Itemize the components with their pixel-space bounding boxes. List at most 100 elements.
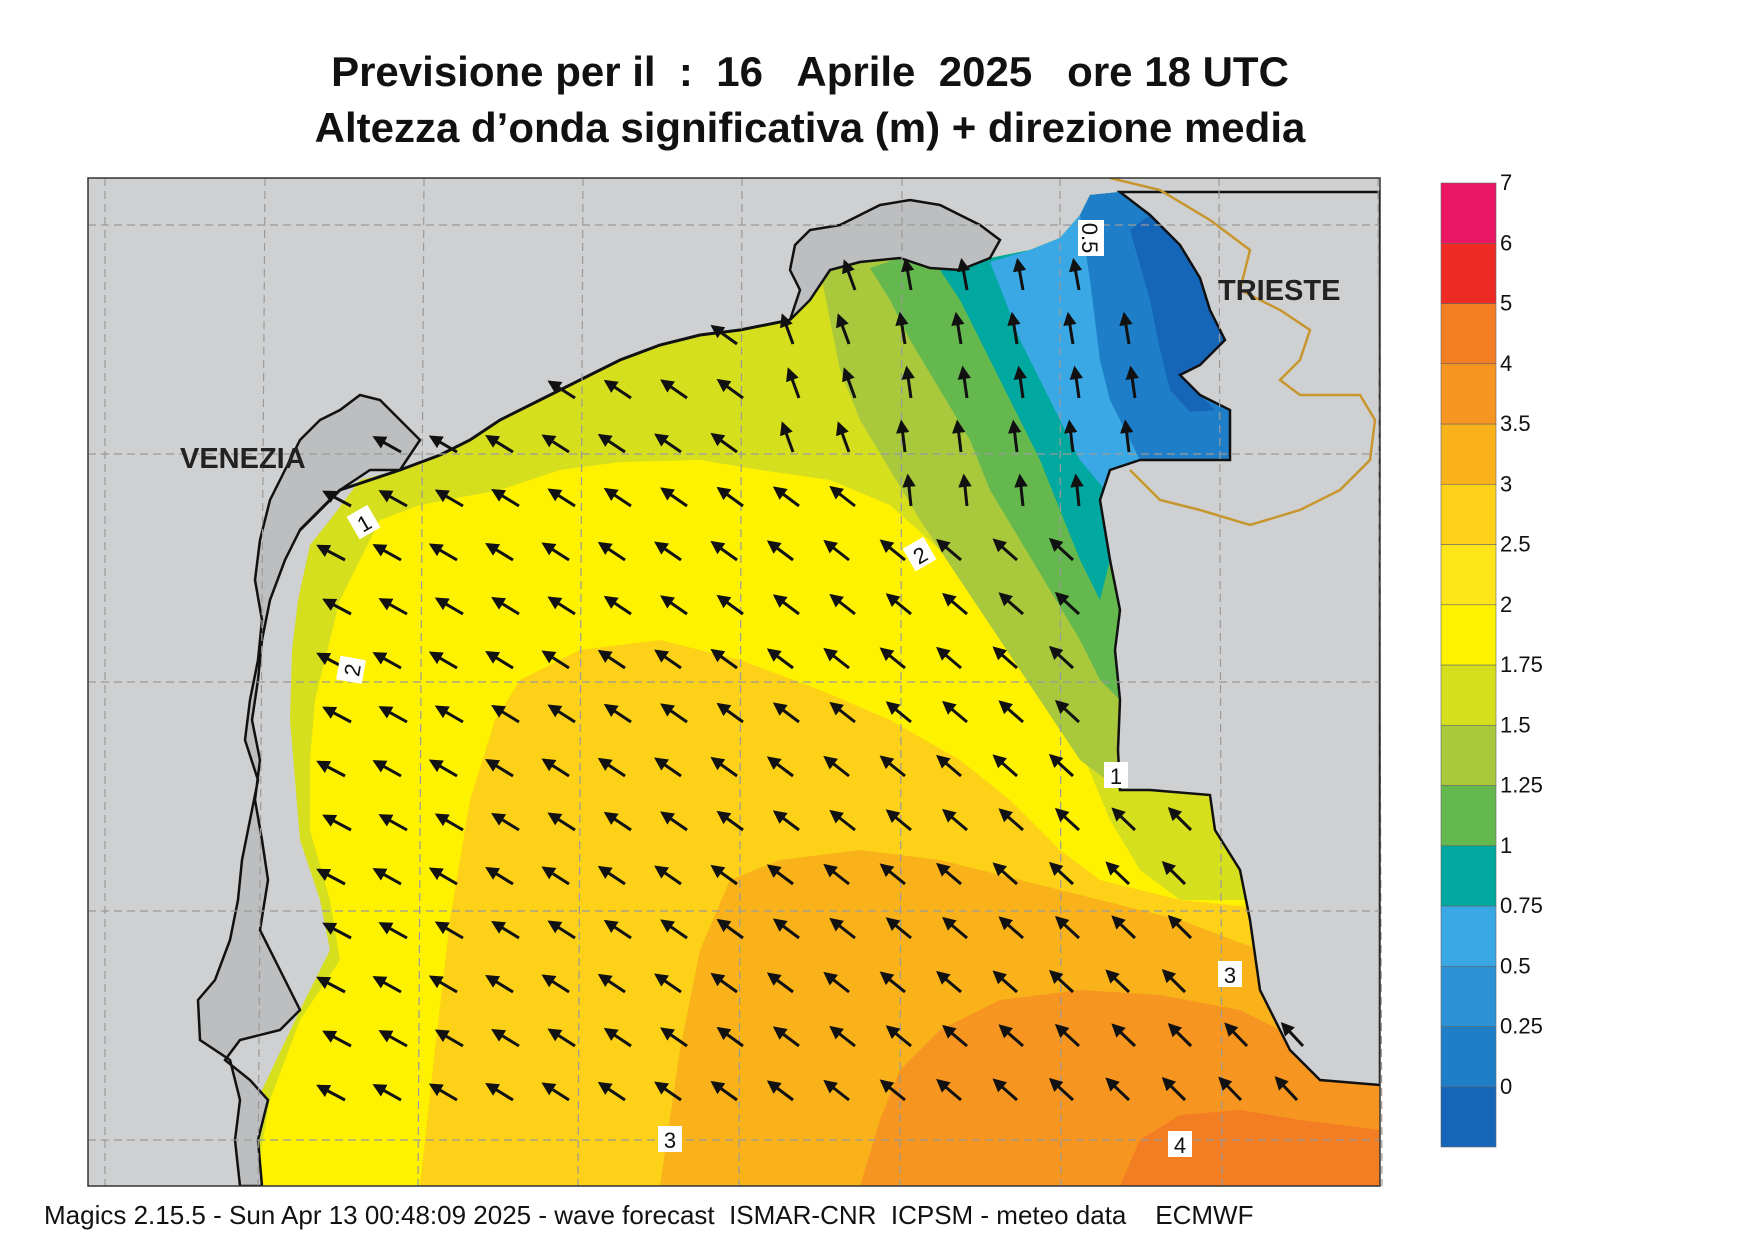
wave-arrow: [1105, 969, 1131, 994]
wave-arrow: [879, 647, 906, 670]
wave-arrow: [823, 539, 850, 562]
wave-arrow: [772, 1026, 800, 1048]
wave-arrow: [766, 1080, 794, 1102]
contour-label: 4: [1174, 1133, 1186, 1158]
wave-arrow: [491, 596, 520, 616]
legend-tick-label: 4: [1500, 351, 1512, 376]
zone-4-plus: [1120, 1110, 1380, 1186]
wave-arrow: [372, 1084, 402, 1102]
wave-arrow: [547, 920, 576, 940]
wave-arrow: [1167, 806, 1193, 832]
wave-arrow: [491, 488, 520, 508]
wave-arrow: [541, 434, 570, 454]
wave-arrow: [772, 594, 800, 616]
legend-swatch: [1440, 303, 1497, 365]
wave-arrow: [895, 419, 910, 453]
wave-arrow: [1167, 914, 1193, 940]
wave-arrow: [378, 490, 408, 508]
wave-arrow: [942, 1024, 968, 1048]
wave-arrow: [710, 432, 738, 454]
wave-arrow: [541, 866, 570, 886]
wave-arrow: [1274, 1076, 1299, 1102]
wave-arrow: [956, 257, 971, 291]
wave-arrow: [654, 541, 682, 562]
wave-arrow: [895, 311, 909, 345]
wave-arrow: [597, 757, 626, 778]
wave-arrow: [597, 649, 626, 670]
color-legend: 7 6 5 4 3.5 3 2.5 2 1.75 1.5 1.25 1 0.75 0.5 0.25 0: [1440, 170, 1543, 1148]
wave-arrow: [716, 378, 744, 400]
wave-arrow: [942, 916, 968, 940]
legend-swatch: [1440, 785, 1497, 847]
wave-arrow: [1048, 861, 1075, 886]
wave-arrow: [654, 757, 682, 778]
wave-arrow: [491, 812, 520, 832]
wave-arrow: [316, 760, 346, 778]
wave-arrow: [1161, 968, 1187, 994]
wave-arrow: [901, 365, 915, 399]
wave-arrow: [951, 419, 966, 453]
legend-swatch: [1440, 363, 1497, 425]
wave-arrow: [992, 754, 1018, 778]
wave-arrow: [316, 976, 346, 994]
wave-arrow: [879, 539, 906, 562]
wave-arrow: [1161, 860, 1187, 886]
legend-tick-label: 2.5: [1500, 532, 1531, 557]
wave-arrow: [1119, 311, 1133, 345]
wave-arrow: [823, 971, 850, 994]
wave-arrow: [434, 813, 464, 832]
wave-arrow: [597, 541, 626, 562]
wave-arrow: [766, 756, 794, 778]
wave-arrow: [1125, 365, 1139, 399]
legend-tick-label: 0.5: [1500, 953, 1531, 978]
wave-arrow: [1054, 1023, 1081, 1048]
wave-arrow: [428, 651, 458, 670]
wave-arrow: [829, 917, 856, 940]
wave-arrow: [485, 434, 514, 454]
wave-arrow: [879, 971, 906, 994]
legend-tick-label: 1.5: [1500, 712, 1531, 737]
map-frame: [87, 177, 1381, 1187]
wave-arrow: [434, 921, 464, 940]
state-border: [1109, 178, 1377, 527]
contour-label-box: [1104, 762, 1128, 788]
wave-arrow: [936, 1078, 962, 1102]
wave-arrow: [603, 595, 632, 616]
wave-arrow: [322, 922, 352, 940]
contour-label-box: [1168, 1131, 1192, 1157]
wave-arrow: [823, 863, 850, 886]
wave-arrow: [879, 755, 906, 778]
wave-arrow: [378, 922, 408, 940]
wave-arrow: [603, 1027, 632, 1048]
legend-swatch: [1440, 724, 1497, 786]
wave-arrow: [1048, 753, 1075, 778]
wave-arrow: [654, 649, 682, 670]
wave-arrow: [428, 1083, 458, 1102]
wave-arrow: [1054, 591, 1081, 616]
wave-arrow: [936, 646, 962, 670]
wave-arrow: [491, 920, 520, 940]
wave-arrow: [660, 379, 688, 400]
wave-arrow: [485, 650, 514, 670]
wave-arrow: [992, 538, 1018, 562]
legend-tick-label: 0: [1500, 1074, 1512, 1099]
wave-arrow: [1007, 419, 1022, 453]
wave-arrow: [716, 486, 744, 508]
wave-arrow: [316, 544, 346, 562]
wave-arrow: [654, 973, 682, 994]
wave-arrow: [434, 489, 464, 508]
wave-arrow: [885, 809, 912, 832]
wave-arrow: [1014, 473, 1028, 507]
contour-label: 3: [664, 1128, 676, 1153]
wave-arrow: [1070, 473, 1084, 507]
wave-arrow: [772, 486, 800, 508]
wave-arrow: [378, 598, 408, 616]
legend-tick-label: 1.75: [1500, 652, 1543, 677]
wave-arrow: [491, 1028, 520, 1048]
wave-arrow: [951, 311, 965, 345]
wave-arrow: [842, 259, 857, 291]
legend-tick-label: 7: [1500, 170, 1512, 195]
legend-swatch: [1440, 1026, 1497, 1088]
wave-arrow: [603, 919, 632, 940]
footer-credits: Magics 2.15.5 - Sun Apr 13 00:48:09 2025…: [44, 1200, 1254, 1230]
